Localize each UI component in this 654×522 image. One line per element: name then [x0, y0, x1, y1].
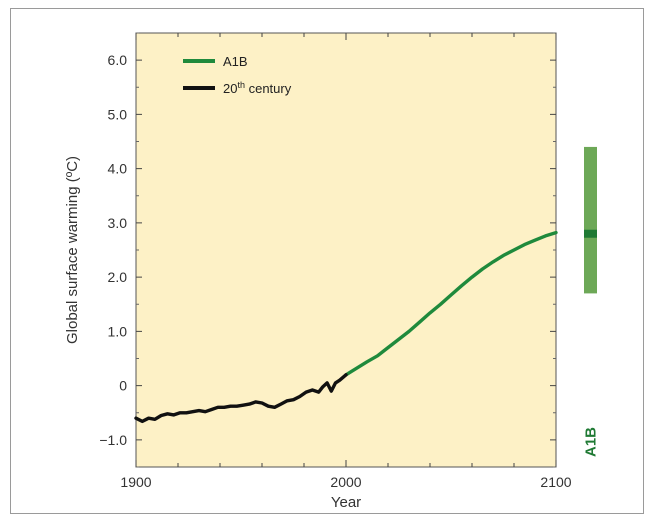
- y-tick-label: 1.0: [108, 323, 128, 339]
- series-line-1: [134, 373, 348, 424]
- chart: 6.0 5.0 4.0 3.0 2.0 1.0 0 −1.0 1900 2000 2100 A1B 2…: [64, 32, 600, 511]
- legend-label-1: 20th century: [223, 80, 292, 96]
- x-tick-label: 2100: [540, 474, 571, 490]
- best-estimate-marker: [584, 229, 597, 238]
- legend-label-0: A1B: [223, 54, 248, 69]
- x-tick-label: 1900: [120, 474, 151, 490]
- y-tick-label: 3.0: [108, 215, 128, 231]
- axes-layer: 6.0 5.0 4.0 3.0 2.0 1.0 0 −1.0 1900 2000 2100: [99, 32, 572, 490]
- series-line-0: [344, 230, 558, 377]
- y-axis-label: Global surface warming (ºC): [64, 156, 81, 344]
- y-tick-label: 2.0: [108, 269, 128, 285]
- series-layer: [134, 230, 558, 424]
- y-tick-label: −1.0: [99, 432, 127, 448]
- side-bar-label: A1B: [583, 427, 600, 457]
- figure-frame: 6.0 5.0 4.0 3.0 2.0 1.0 0 −1.0 1900 2000 2100 A1B 2…: [10, 8, 644, 514]
- plot-area: [135, 32, 557, 468]
- side-bar-group: [584, 146, 597, 294]
- x-tick-label: 2000: [330, 474, 361, 490]
- x-axis-label: Year: [331, 494, 361, 511]
- likely-range-bar: [584, 146, 597, 294]
- y-tick-label: 5.0: [108, 106, 128, 122]
- y-tick-label: 6.0: [108, 52, 128, 68]
- y-tick-label: 0: [119, 378, 127, 394]
- y-tick-label: 4.0: [108, 161, 128, 177]
- legend: A1B 20th century: [183, 54, 292, 96]
